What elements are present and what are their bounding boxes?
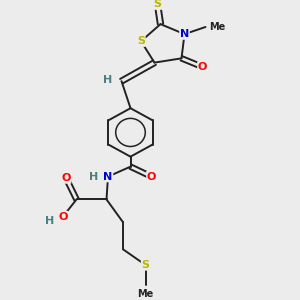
Text: O: O xyxy=(61,173,71,183)
Text: H: H xyxy=(89,172,98,182)
Text: Me: Me xyxy=(209,22,225,32)
Text: H: H xyxy=(103,75,112,85)
Text: H: H xyxy=(45,216,54,226)
Text: Me: Me xyxy=(137,289,154,299)
Text: S: S xyxy=(137,36,145,46)
Text: N: N xyxy=(180,29,189,39)
Text: O: O xyxy=(58,212,68,221)
Text: O: O xyxy=(147,172,156,182)
Text: S: S xyxy=(142,260,149,270)
Text: O: O xyxy=(198,62,207,72)
Text: N: N xyxy=(103,172,112,182)
Text: S: S xyxy=(154,0,161,9)
